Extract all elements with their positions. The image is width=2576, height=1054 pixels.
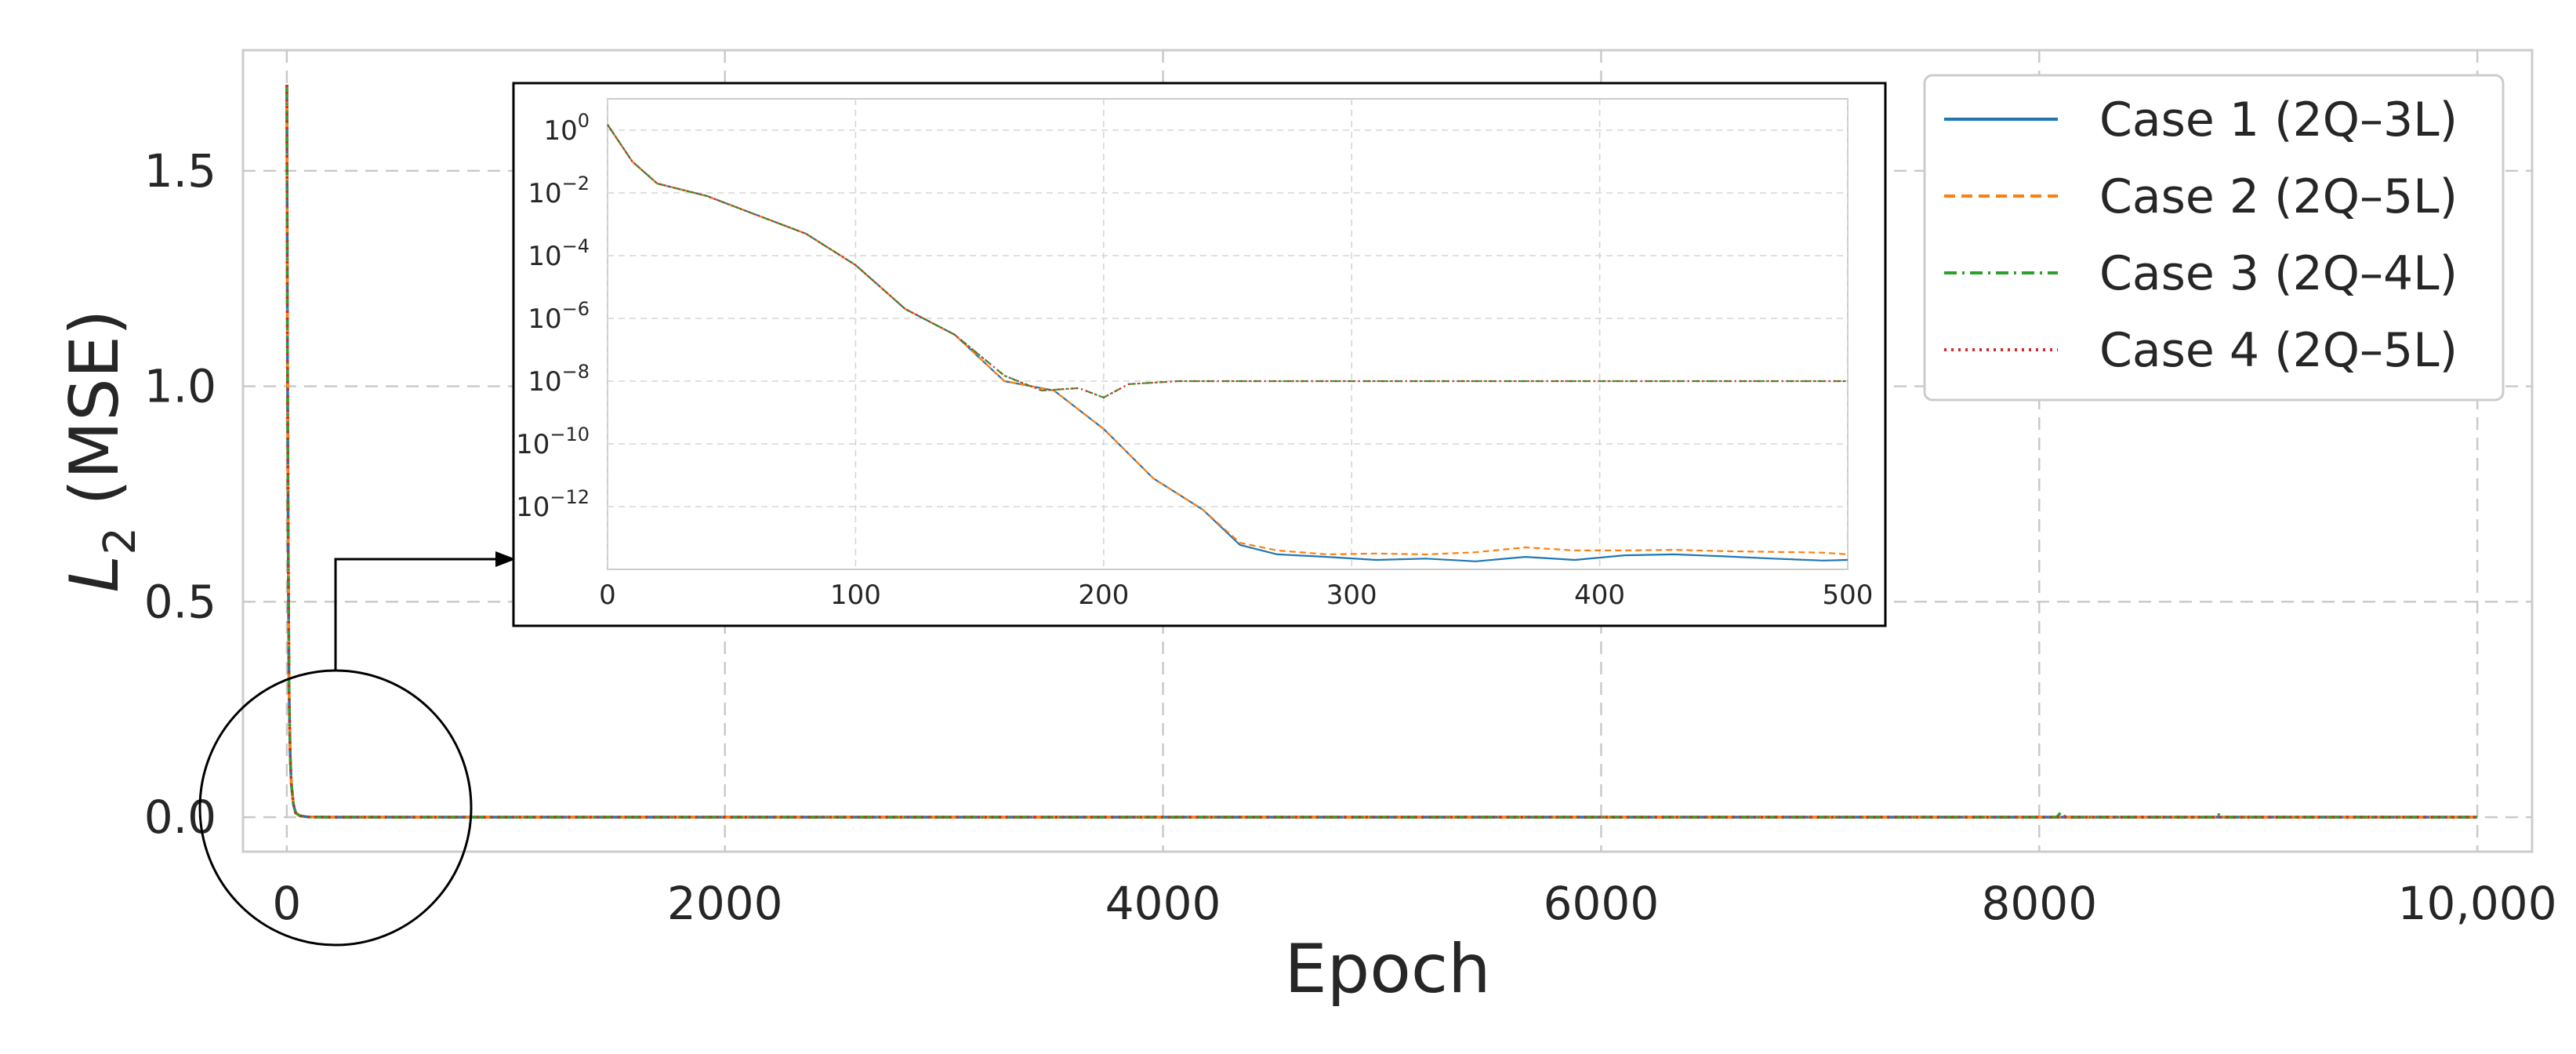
inset-x-tick-label: 0 [599,580,616,611]
legend-entry-case-3: Case 3 (2Q–4L) [1944,246,2458,301]
legend: Case 1 (2Q–3L) Case 2 (2Q–5L) Case 3 (2Q–4… [1923,74,2505,402]
inset-y-tick-labels: 100 10−2 10−4 10−6 10−8 10−10 10−12 [516,110,590,523]
main-series-lines [285,84,2478,819]
legend-label: Case 3 (2Q–4L) [2099,246,2458,301]
legend-box [1923,74,2505,402]
legend-label: Case 1 (2Q–3L) [2099,93,2458,147]
inset-y-tick-label: 10−4 [528,235,590,272]
legend-entry-case-4: Case 4 (2Q–5L) [1944,323,2458,378]
main-series-line-case-4 [285,84,2478,819]
main-x-tick-label: 10,000 [2398,877,2557,930]
zoom-arrow-line [334,558,498,671]
y-axis-title-rest: (MSE) [56,309,134,527]
legend-label: Case 4 (2Q–5L) [2099,323,2458,378]
inset-series-line-case-4 [607,124,1848,398]
main-x-tick-label: 2000 [667,877,783,930]
main-y-tick-label: 1.0 [144,360,216,413]
zoom-arrow-head [495,551,516,567]
main-x-tick-label: 4000 [1105,877,1221,930]
inset-y-tick-label: 10−12 [516,486,590,523]
inset-y-tick-label: 100 [543,110,590,147]
main-x-tick-labels: 0 2000 4000 6000 8000 10,000 [272,877,2556,930]
y-axis-title-subscript: 2 [95,527,146,555]
main-x-tick-label: 8000 [1981,877,2097,930]
inset-x-tick-label: 200 [1078,580,1129,611]
main-y-tick-label: 0.0 [144,790,216,844]
inset-x-tick-label: 300 [1326,580,1377,611]
legend-entry-case-2: Case 2 (2Q–5L) [1944,169,2458,224]
inset-panel: 0 100 200 300 400 500 100 10−2 10−4 10−6 10−8 10−1… [512,82,1887,627]
x-axis-title: Epoch [1284,930,1490,1009]
inset-y-tick-label: 10−8 [528,361,590,398]
legend-entry-case-1: Case 1 (2Q–3L) [1944,93,2458,147]
main-y-tick-label: 1.5 [144,144,216,198]
main-x-tick-label: 6000 [1544,877,1660,930]
main-series-line-case-3 [285,84,2478,819]
inset-y-tick-label: 10−6 [528,298,590,335]
legend-entries: Case 1 (2Q–3L) Case 2 (2Q–5L) Case 3 (2Q–4… [1944,93,2458,378]
inset-x-tick-label: 100 [830,580,881,611]
main-y-tick-label: 0.5 [144,575,216,628]
inset-y-tick-label: 10−10 [516,423,590,460]
y-axis-title-base: L [56,555,134,593]
main-x-tick-label: 0 [272,877,301,930]
inset-y-tick-label: 10−2 [528,173,590,209]
inset-plot-area [607,98,1849,570]
y-axis-title: L2 (MSE) [56,309,146,592]
inset-series-lines [607,124,1849,562]
inset-x-tick-label: 400 [1574,580,1625,611]
main-y-tick-labels: 0.0 0.5 1.0 1.5 [144,144,216,844]
inset-x-tick-labels: 0 100 200 300 400 500 [599,580,1873,611]
legend-label: Case 2 (2Q–5L) [2099,169,2458,224]
inset-x-tick-label: 500 [1823,580,1874,611]
inset-series-line-case-3 [607,124,1848,398]
zoom-annotation [198,551,516,947]
